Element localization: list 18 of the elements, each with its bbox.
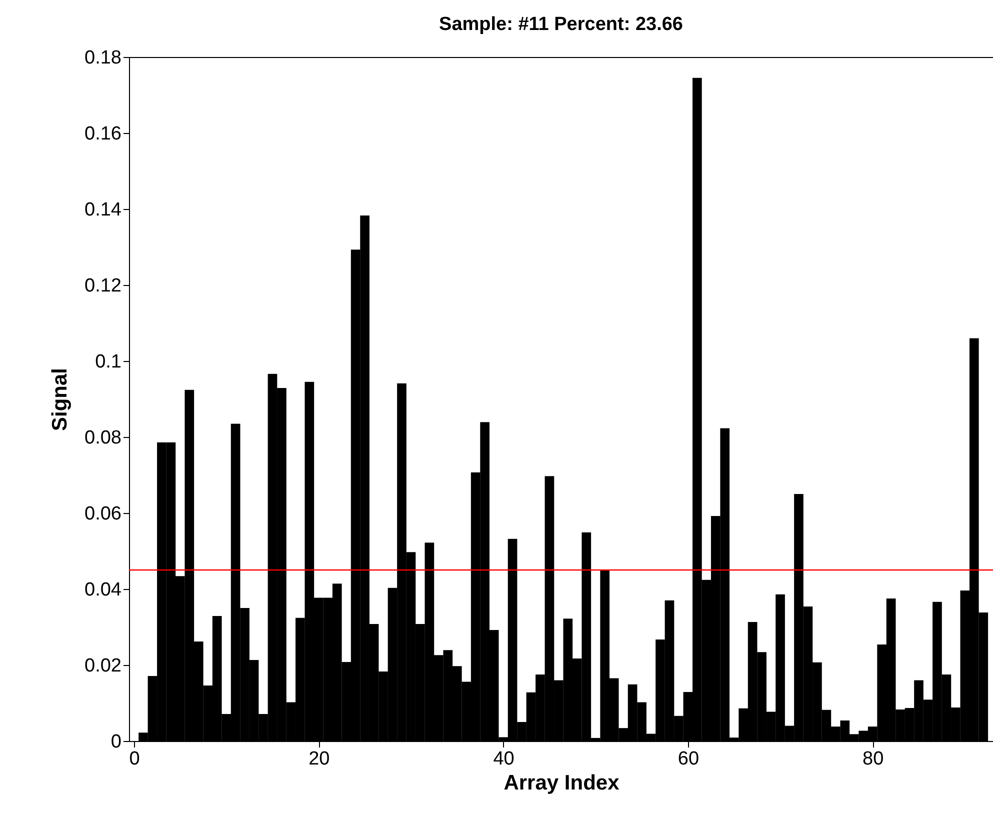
y-tick-label: 0.18 [84,48,122,68]
y-axis-title: Signal [48,368,72,432]
x-tick-label: 40 [493,748,514,770]
x-tick-label: 80 [862,748,884,770]
x-tick-label: 60 [678,748,700,770]
chart-title: Sample: #11 Percent: 23.66 [439,14,683,35]
y-tick-label: 0.14 [84,200,122,220]
y-tick-label: 0.16 [84,124,122,144]
y-tick-label: 0.02 [84,656,122,676]
x-tick-label: 20 [308,748,330,770]
y-tick-label: 0.06 [84,504,122,524]
x-tick-label: 0 [129,748,140,770]
y-tick-label: 0.04 [84,580,122,600]
y-tick-label: 0.1 [95,352,122,372]
x-axis-title: Array Index [504,772,620,794]
y-tick-label: 0.12 [84,276,122,296]
y-tick-label: 0 [110,732,122,752]
y-tick-label: 0.08 [84,428,122,448]
